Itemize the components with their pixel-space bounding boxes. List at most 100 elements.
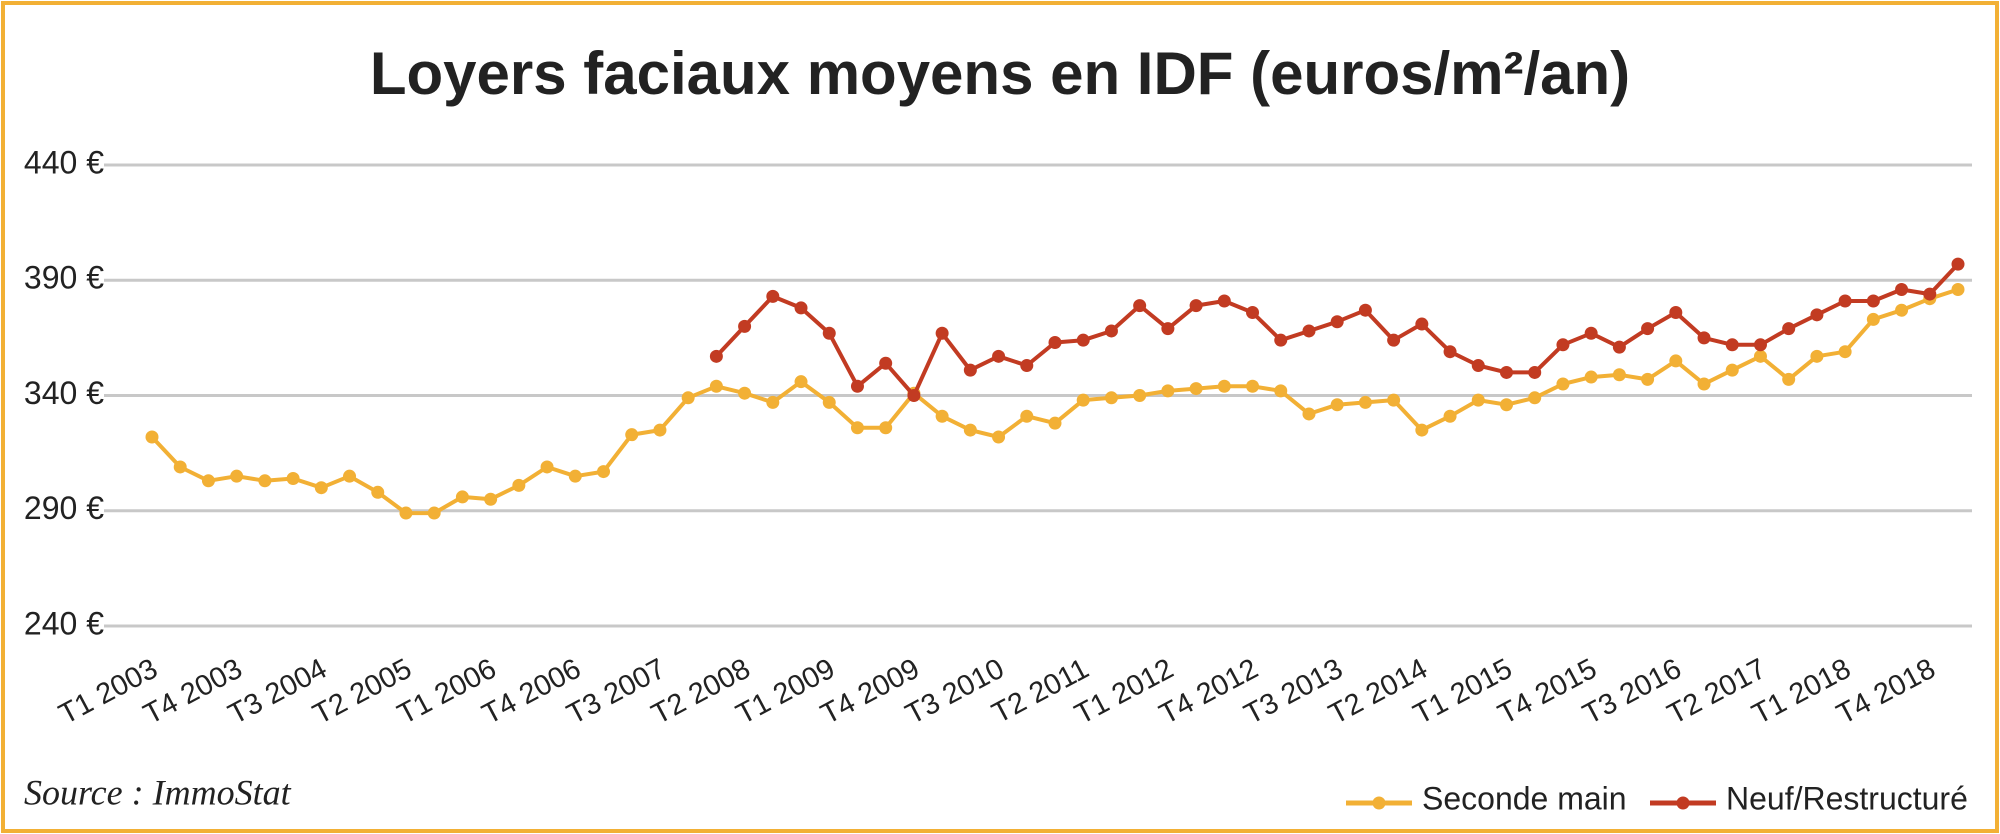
data-point	[822, 395, 836, 409]
data-point	[1076, 333, 1090, 347]
data-point	[173, 460, 187, 474]
data-point	[653, 423, 667, 437]
data-point	[1104, 324, 1118, 338]
data-point	[1725, 338, 1739, 352]
data-point	[1556, 377, 1570, 391]
data-point	[1189, 382, 1203, 396]
data-point	[1189, 299, 1203, 313]
data-point	[1923, 287, 1937, 301]
legend-label: Seconde main	[1422, 780, 1627, 816]
data-point	[1753, 338, 1767, 352]
data-point	[1669, 306, 1683, 320]
data-point	[1330, 398, 1344, 412]
data-point	[738, 319, 752, 333]
data-point	[1302, 324, 1316, 338]
data-point	[145, 430, 159, 444]
data-point	[709, 379, 723, 393]
source: Source : ImmoStat	[24, 772, 292, 812]
data-point	[597, 465, 610, 479]
data-point	[1330, 315, 1344, 329]
data-point	[1415, 317, 1429, 331]
data-point	[1161, 322, 1175, 336]
data-point	[1246, 379, 1260, 393]
data-point	[935, 326, 949, 340]
data-point	[1838, 294, 1852, 308]
data-point	[568, 469, 582, 483]
data-point	[1951, 282, 1965, 296]
data-point	[1500, 398, 1513, 412]
data-point	[1584, 370, 1598, 384]
data-point	[850, 421, 864, 435]
data-point	[1387, 393, 1401, 407]
data-point	[1612, 368, 1626, 382]
data-point	[540, 460, 554, 474]
data-point	[399, 506, 413, 520]
data-point	[1612, 340, 1626, 354]
data-point	[1048, 416, 1062, 430]
data-point	[230, 469, 244, 483]
y-tick-label: 390 €	[24, 260, 104, 296]
data-point	[1584, 326, 1598, 340]
data-point	[1217, 294, 1231, 308]
data-point	[879, 421, 893, 435]
data-point	[1753, 349, 1767, 363]
data-point	[963, 363, 977, 377]
data-point	[1866, 294, 1880, 308]
data-point	[992, 349, 1006, 363]
data-point	[1443, 345, 1457, 359]
data-point	[625, 428, 639, 442]
data-point	[1358, 395, 1372, 409]
y-tick-label: 290 €	[24, 490, 104, 526]
data-point	[1641, 322, 1655, 336]
data-point	[681, 391, 695, 405]
legend-marker	[1372, 796, 1386, 810]
data-point	[314, 481, 328, 495]
legend-label: Neuf/Restructuré	[1726, 780, 1968, 816]
data-point	[1246, 306, 1260, 320]
data-point	[258, 474, 272, 488]
data-point	[766, 289, 780, 303]
data-point	[766, 395, 780, 409]
y-tick-label: 440 €	[24, 144, 104, 180]
data-point	[1161, 384, 1175, 398]
data-point	[1274, 384, 1288, 398]
data-point	[822, 326, 836, 340]
data-point	[1866, 312, 1880, 326]
data-point	[935, 409, 949, 423]
data-point	[992, 430, 1006, 444]
data-point	[1048, 335, 1062, 349]
data-point	[427, 506, 441, 520]
y-tick-label: 240 €	[24, 605, 104, 641]
data-point	[286, 471, 300, 485]
data-point	[963, 423, 977, 437]
data-point	[1104, 391, 1118, 405]
data-point	[1697, 377, 1711, 391]
data-point	[455, 490, 469, 504]
chart-title: Loyers faciaux moyens en IDF (euros/m²/a…	[370, 40, 1630, 107]
data-point	[1528, 365, 1542, 379]
data-point	[794, 375, 808, 389]
data-point	[484, 492, 498, 506]
data-point	[343, 469, 357, 483]
data-point	[1725, 363, 1739, 377]
data-point	[738, 386, 752, 400]
data-point	[1133, 389, 1147, 402]
y-tick-label: 340 €	[24, 375, 104, 411]
data-point	[1810, 349, 1824, 363]
data-point	[1471, 393, 1485, 407]
legend-marker	[1676, 796, 1690, 810]
data-point	[1641, 372, 1655, 386]
data-point	[1556, 338, 1570, 352]
data-point	[1951, 257, 1965, 271]
data-point	[371, 485, 385, 499]
data-point	[1133, 299, 1147, 313]
data-point	[1810, 308, 1824, 322]
data-point	[1020, 359, 1034, 373]
data-point	[1358, 303, 1372, 317]
data-point	[512, 478, 526, 492]
data-point	[1838, 345, 1852, 359]
data-point	[1020, 409, 1034, 423]
data-point	[1782, 322, 1796, 336]
